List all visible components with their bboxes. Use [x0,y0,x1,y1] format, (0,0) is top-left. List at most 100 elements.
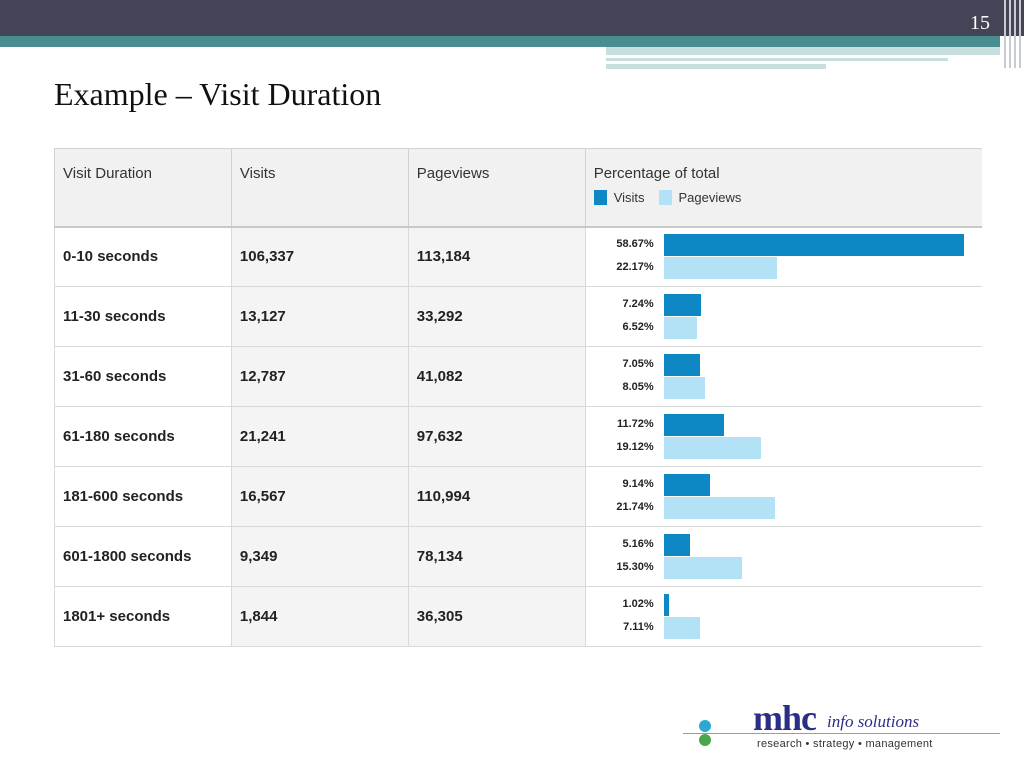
visits-bar [663,293,701,316]
column-header-duration[interactable]: Visit Duration [54,148,232,228]
pageviews-bar [663,316,698,339]
visits-percent-label: 1.02% [622,597,654,610]
pageviews-bar-row: 22.17% [586,256,983,279]
header-vertical-stripes [1004,0,1024,68]
cell-duration: 11-30 seconds [54,286,232,347]
pageviews-bar-row: 21.74% [586,496,983,519]
cell-percentage-bars: 7.24% 6.52% [584,286,982,347]
percentage-header-label: Percentage of total [593,165,720,182]
header-decor-stripe [606,47,1000,55]
cell-pageviews: 97,632 [407,406,586,467]
pageviews-bar-row: 19.12% [586,436,983,459]
cell-visits: 12,787 [230,346,409,407]
cell-percentage-bars: 11.72% 19.12% [584,406,982,467]
cell-percentage-bars: 9.14% 21.74% [584,466,982,527]
visits-bar [663,353,700,376]
visit-duration-table: Visit Duration Visits Pageviews Percenta… [54,148,982,647]
page-number: 15 [970,12,990,34]
visits-bar-row: 11.72% [586,413,983,436]
header-decor-stripe [606,64,826,69]
cell-visits: 106,337 [230,226,409,287]
pageviews-bar [663,496,775,519]
cell-pageviews: 41,082 [407,346,586,407]
header-decor-stripe [606,58,948,61]
table-body: 0-10 seconds 106,337 113,184 58.67% 22.17% 11… [54,226,983,647]
table-row: 11-30 seconds 13,127 33,292 7.24% 6.52% [54,286,982,347]
pageviews-bar [663,256,778,279]
visits-bar [663,593,669,616]
cell-pageviews: 36,305 [407,586,586,647]
legend-pageviews-swatch [658,190,672,205]
pageviews-bar-row: 8.05% [586,376,983,399]
pageviews-bar-row: 15.30% [586,556,983,579]
visits-bar [663,473,711,496]
cell-visits: 13,127 [230,286,409,347]
visits-bar-row: 1.02% [586,593,983,616]
visits-percent-label: 7.24% [622,297,654,310]
bar-group: 58.67% 22.17% [586,228,982,286]
cell-percentage-bars: 5.16% 15.30% [584,526,982,587]
legend-visits-label: Visits [613,190,645,205]
bar-group: 5.16% 15.30% [586,528,982,586]
chart-legend: Visits Pageviews [593,190,974,205]
logo-suffix: info solutions [827,712,920,731]
legend-visits-swatch [593,190,607,205]
pageviews-percent-label: 7.11% [623,620,654,633]
bar-group: 9.14% 21.74% [586,468,982,526]
visits-bar-row: 9.14% [586,473,983,496]
table-row: 31-60 seconds 12,787 41,082 7.05% 8.05% [54,346,982,407]
logo-dot-green [699,734,711,746]
cell-duration: 31-60 seconds [54,346,232,407]
pageviews-percent-label: 15.30% [616,560,654,573]
table-row: 601-1800 seconds 9,349 78,134 5.16% 15.30% [54,526,982,587]
cell-duration: 601-1800 seconds [54,526,232,587]
cell-duration: 61-180 seconds [54,406,232,467]
cell-pageviews: 78,134 [407,526,586,587]
visits-bar-row: 7.05% [586,353,983,376]
table-row: 61-180 seconds 21,241 97,632 11.72% 19.12% [54,406,982,467]
legend-pageviews-label: Pageviews [678,190,742,205]
visit-duration-table-wrap: Visit Duration Visits Pageviews Percenta… [54,148,982,647]
pageviews-bar [663,376,705,399]
cell-percentage-bars: 7.05% 8.05% [584,346,982,407]
column-header-visits[interactable]: Visits [230,148,409,228]
cell-duration: 1801+ seconds [54,586,232,647]
visits-percent-label: 9.14% [622,477,654,490]
logo-rule [683,733,1000,734]
table-row: 1801+ seconds 1,844 36,305 1.02% 7.11% [54,586,983,647]
bar-group: 7.05% 8.05% [586,348,982,406]
pageviews-bar-row: 7.11% [586,616,983,639]
header-band [0,0,1024,36]
header-accent-stripe [0,36,1000,47]
cell-pageviews: 110,994 [407,466,586,527]
company-logo: mhc info solutions research • strategy •… [683,700,1003,760]
visits-bar [663,233,964,256]
bar-group: 11.72% 19.12% [586,408,982,466]
logo-brand: mhc [753,698,817,738]
pageviews-percent-label: 22.17% [616,260,654,273]
column-header-percentage: Percentage of total Visits Pageviews [584,148,982,228]
pageviews-percent-label: 6.52% [622,320,654,333]
bar-group: 7.24% 6.52% [586,288,982,346]
cell-percentage-bars: 58.67% 22.17% [584,226,982,287]
cell-duration: 0-10 seconds [54,226,232,287]
visits-bar-row: 7.24% [586,293,983,316]
pageviews-percent-label: 19.12% [616,440,654,453]
table-header-row: Visit Duration Visits Pageviews Percenta… [54,148,982,228]
pageviews-bar [663,556,742,579]
pageviews-percent-label: 21.74% [616,500,654,513]
cell-visits: 1,844 [230,586,409,647]
cell-visits: 16,567 [230,466,409,527]
visits-percent-label: 7.05% [622,357,654,370]
cell-visits: 21,241 [230,406,409,467]
cell-duration: 181-600 seconds [54,466,232,527]
visits-percent-label: 11.72% [616,417,654,430]
visits-bar-row: 5.16% [586,533,983,556]
cell-visits: 9,349 [230,526,409,587]
visits-bar [663,533,691,556]
column-header-pageviews[interactable]: Pageviews [407,148,586,228]
logo-tagline: research • strategy • management [757,738,933,750]
cell-pageviews: 33,292 [407,286,586,347]
pageviews-bar-row: 6.52% [586,316,983,339]
visits-bar-row: 58.67% [586,233,983,256]
